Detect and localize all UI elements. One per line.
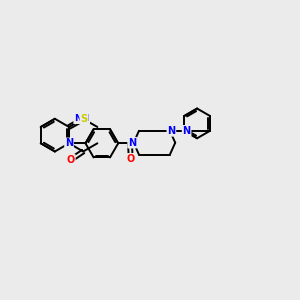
Text: N: N [128,138,136,148]
Text: N: N [65,138,73,148]
Text: S: S [80,114,88,124]
Text: O: O [67,155,75,165]
Text: N: N [167,126,175,136]
Text: NH: NH [74,114,89,123]
Text: N: N [183,126,191,136]
Text: O: O [127,154,135,164]
